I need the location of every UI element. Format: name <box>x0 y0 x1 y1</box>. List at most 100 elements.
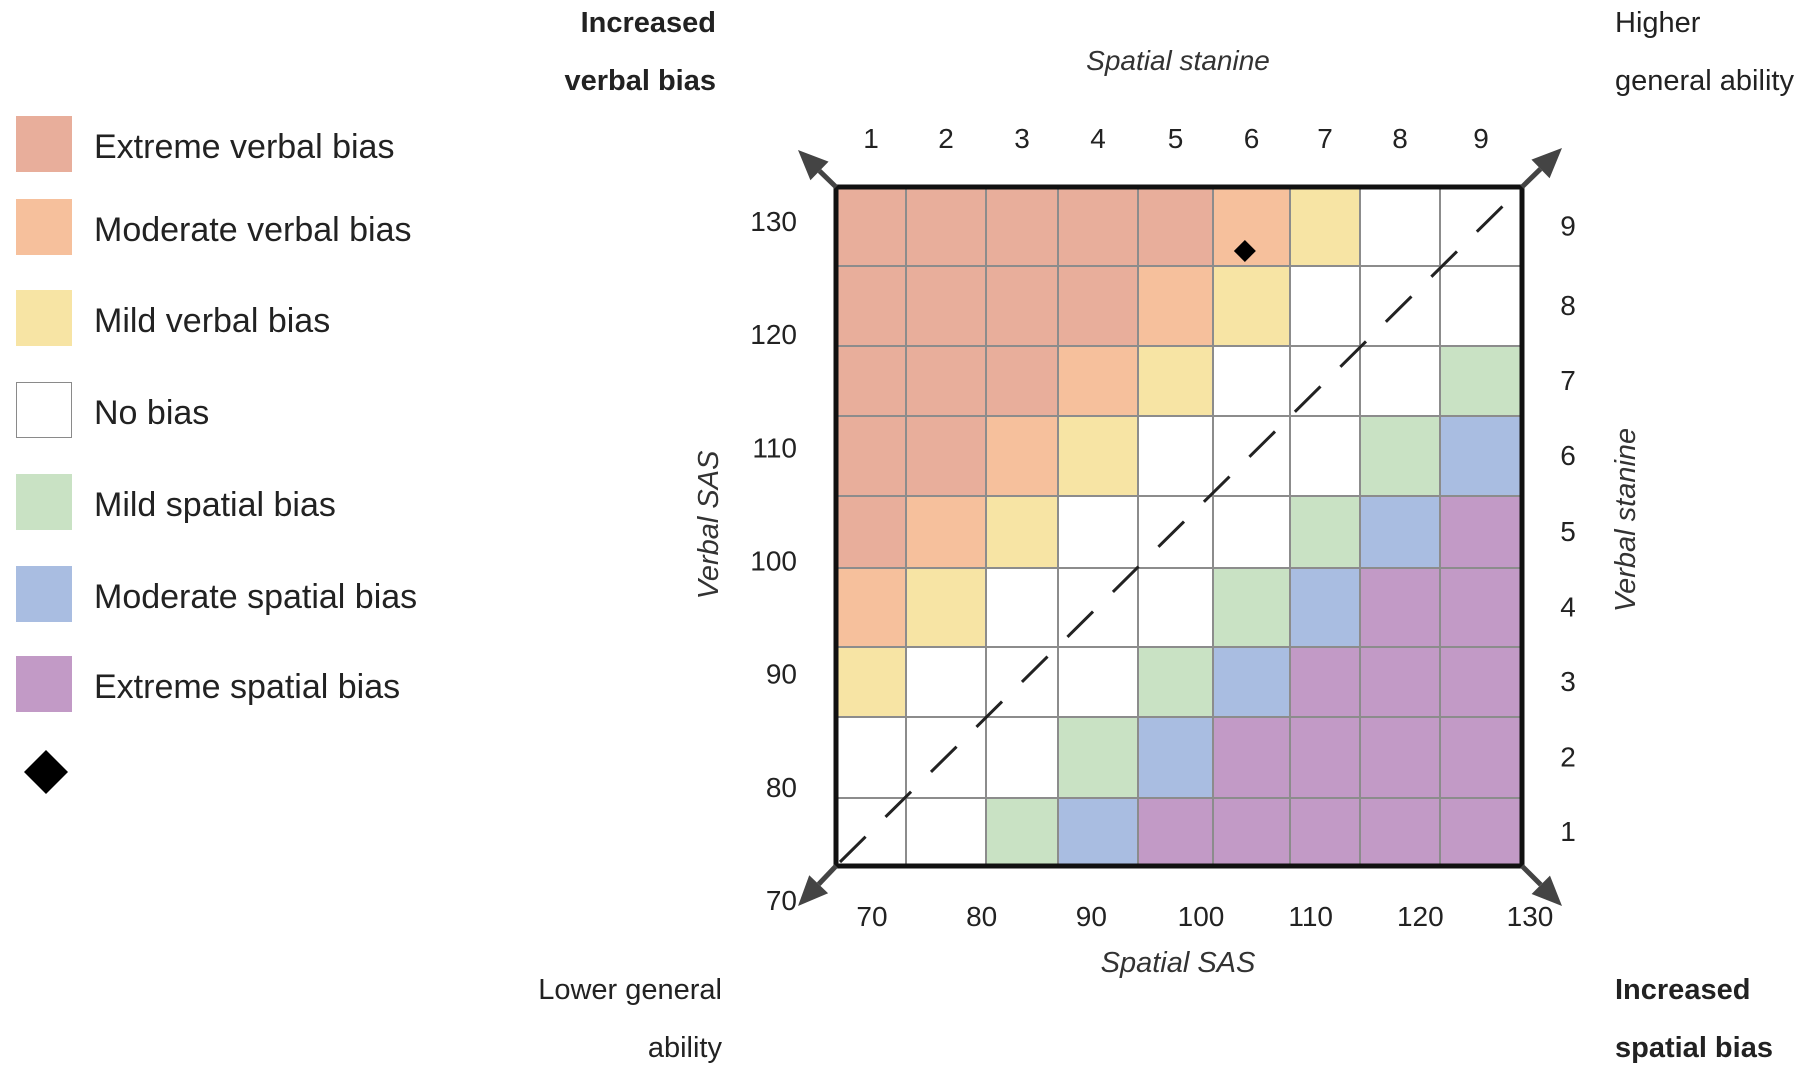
corner-top-right-line-1: Higher <box>1615 7 1701 39</box>
legend-item-mild-verbal: Mild verbal bias <box>12 290 532 350</box>
heatmap-cell <box>1138 266 1213 346</box>
heatmap-cell <box>986 568 1058 647</box>
top-tick-label: 2 <box>938 123 954 154</box>
legend-item-no-bias: No bias <box>12 382 532 442</box>
bottom-tick-label: 90 <box>1076 901 1107 932</box>
top-tick-label: 7 <box>1317 123 1333 154</box>
legend-label-moderate-verbal: Moderate verbal bias <box>94 211 412 249</box>
legend-swatch-moderate-spatial <box>16 566 72 622</box>
heatmap-cell <box>1290 496 1360 568</box>
heatmap-cell <box>1440 416 1522 496</box>
heatmap-cell <box>1360 187 1440 266</box>
top-tick-label: 6 <box>1244 123 1260 154</box>
heatmap-cell <box>1058 798 1138 866</box>
heatmap-cell <box>1290 717 1360 798</box>
legend-item-extreme-spatial: Extreme spatial bias <box>12 656 532 716</box>
heatmap-cell <box>1290 647 1360 717</box>
legend-label-no-bias: No bias <box>94 394 210 432</box>
heatmap-cell <box>1213 266 1290 346</box>
heatmap-cell <box>906 346 986 416</box>
arrow-bottom-right-icon <box>1520 864 1562 906</box>
heatmap-cell <box>1213 717 1290 798</box>
heatmap-cell <box>1440 346 1522 416</box>
data-marker-diamond <box>1233 239 1256 262</box>
heatmap-cell <box>986 187 1058 266</box>
legend-item-moderate-spatial: Moderate spatial bias <box>12 566 532 626</box>
heatmap-cell <box>1058 346 1138 416</box>
left-tick-label: 70 <box>766 885 797 916</box>
diagonal-dashed-line <box>838 189 1520 864</box>
right-tick-label: 1 <box>1560 816 1576 847</box>
heatmap-cell <box>1213 496 1290 568</box>
heatmap-cells <box>836 187 1522 866</box>
legend-label-extreme-verbal: Extreme verbal bias <box>94 128 395 166</box>
heatmap-cell <box>1058 416 1138 496</box>
heatmap-cell <box>906 187 986 266</box>
right-tick-label: 3 <box>1560 666 1576 697</box>
heatmap-cell <box>1440 496 1522 568</box>
left-tick-label: 110 <box>752 432 797 463</box>
top-tick-label: 9 <box>1473 123 1489 154</box>
right-tick-label: 6 <box>1560 440 1576 471</box>
heatmap-cell <box>906 266 986 346</box>
x-axis-label-bottom: Spatial SAS <box>1101 947 1256 979</box>
heatmap-cell <box>986 266 1058 346</box>
heatmap-cell <box>836 266 906 346</box>
legend-label-moderate-spatial: Moderate spatial bias <box>94 578 418 616</box>
heatmap-cell <box>836 568 906 647</box>
corner-top-right-line-2: general ability <box>1615 65 1794 97</box>
heatmap-cell <box>906 496 986 568</box>
left-tick-label: 80 <box>766 772 797 803</box>
heatmap-cell <box>1058 266 1138 346</box>
top-tick-label: 8 <box>1392 123 1408 154</box>
corner-label-top-right: Higher general ability <box>1615 0 1820 110</box>
heatmap-cell <box>1360 416 1440 496</box>
heatmap-cell <box>906 798 986 866</box>
legend-label-mild-verbal: Mild verbal bias <box>94 302 331 340</box>
heatmap-cell <box>1290 187 1360 266</box>
heatmap-cell <box>1213 798 1290 866</box>
y-axis-label-right: Verbal stanine <box>1610 428 1642 612</box>
heatmap-cell <box>1138 187 1213 266</box>
heatmap-cell <box>986 346 1058 416</box>
heatmap-cell <box>836 416 906 496</box>
legend-item-mild-spatial: Mild spatial bias <box>12 474 532 534</box>
right-tick-labels: 9 8 7 6 5 4 3 2 1 <box>1560 211 1576 848</box>
heatmap-cell <box>1360 647 1440 717</box>
heatmap-cell <box>1360 496 1440 568</box>
top-tick-label: 4 <box>1090 123 1106 154</box>
corner-top-left-line-1: Increased <box>580 7 716 39</box>
heatmap-cell <box>906 416 986 496</box>
heatmap-cell <box>1138 717 1213 798</box>
heatmap-cell <box>986 717 1058 798</box>
arrow-top-right-icon <box>1520 148 1562 189</box>
heatmap-cell <box>836 647 906 717</box>
heatmap-cell <box>906 647 986 717</box>
legend-swatch-extreme-verbal <box>16 116 72 172</box>
heatmap-cell <box>1138 416 1213 496</box>
heatmap-cell <box>1360 346 1440 416</box>
heatmap-cell <box>1440 798 1522 866</box>
legend-swatch-mild-spatial <box>16 474 72 530</box>
heatmap-cell <box>836 187 906 266</box>
heatmap-cell <box>1290 416 1360 496</box>
legend-swatch-moderate-verbal <box>16 199 72 255</box>
heatmap-cell <box>1290 266 1360 346</box>
heatmap-cell <box>1440 266 1522 346</box>
heatmap-cell <box>1138 568 1213 647</box>
heatmap-cell <box>1440 647 1522 717</box>
corner-arrows <box>798 148 1562 906</box>
legend-swatch-no-bias <box>16 382 72 438</box>
heatmap-cell <box>1360 798 1440 866</box>
corner-top-left-line-2: verbal bias <box>564 65 716 97</box>
legend-swatch-extreme-spatial <box>16 656 72 712</box>
heatmap-cell <box>1138 346 1213 416</box>
heatmap-cell <box>1440 568 1522 647</box>
corner-label-top-left: Increased verbal bias <box>528 0 716 110</box>
top-tick-labels: 1 2 3 4 5 6 7 8 9 <box>863 123 1489 154</box>
heatmap-cell <box>986 416 1058 496</box>
bottom-tick-label: 70 <box>856 901 887 932</box>
corner-bottom-left-line-1: Lower general <box>538 974 722 1006</box>
grid-lines <box>836 187 1522 866</box>
